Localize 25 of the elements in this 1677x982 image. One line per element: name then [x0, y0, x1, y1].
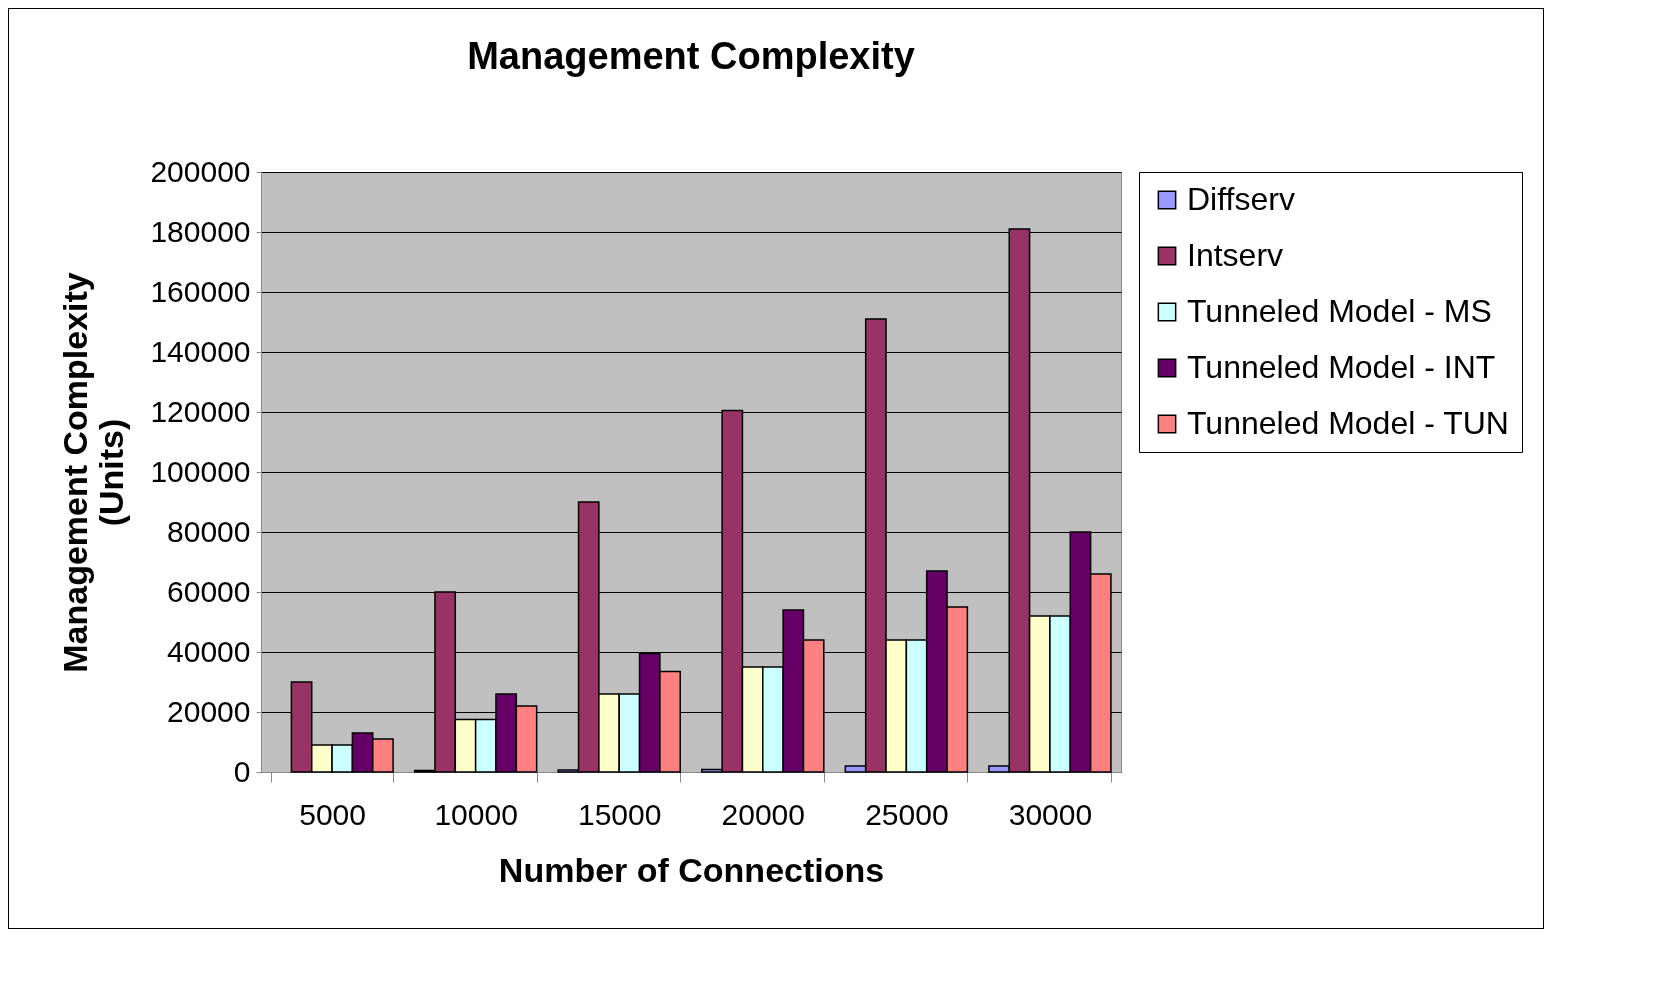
y-tick-label: 160000: [150, 274, 251, 308]
y-tick-label: 60000: [167, 574, 251, 608]
x-tick-label: 30000: [1008, 797, 1093, 831]
y-tick-label: 140000: [150, 334, 251, 368]
x-tick-label: 15000: [577, 797, 662, 831]
y-tick-label: 120000: [150, 394, 251, 428]
x-tick-label: 25000: [865, 797, 949, 831]
legend-label: Tunneled Model - MS: [1187, 293, 1492, 329]
x-axis-title: Number of Connections: [498, 850, 885, 889]
x-tick-label: 5000: [299, 797, 366, 831]
legend-label: Diffserv: [1187, 181, 1295, 217]
y-tick-label: 80000: [167, 514, 251, 548]
legend-label: Tunneled Model - TUN: [1187, 405, 1509, 441]
x-tick-label: 10000: [434, 797, 518, 831]
legend-label: Intserv: [1187, 237, 1284, 273]
y-tick-label: 100000: [150, 454, 251, 488]
x-tick-label: 20000: [721, 797, 806, 831]
legend-label: Tunneled Model - INT: [1187, 349, 1496, 385]
y-tick-label: 0: [233, 754, 251, 788]
y-tick-label: 180000: [150, 214, 251, 248]
chart-title: Management Complexity: [467, 35, 915, 77]
y-tick-label: 20000: [167, 694, 251, 728]
y-tick-label: 200000: [150, 154, 251, 188]
y-tick-label: 40000: [167, 634, 251, 668]
y-axis-title: Management Complexity (Units): [56, 272, 131, 673]
